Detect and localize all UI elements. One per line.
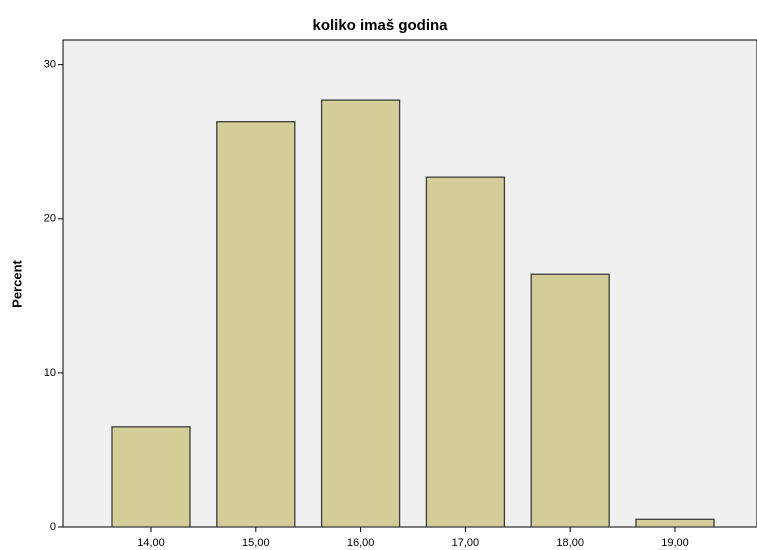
y-tick-label: 20 [44, 213, 56, 225]
bar [216, 121, 296, 528]
y-axis-label: Percent [9, 259, 24, 307]
x-tick-label: 16,00 [347, 537, 375, 549]
bar [425, 176, 506, 528]
y-tick-label: 30 [44, 59, 56, 71]
y-tick-label: 10 [44, 367, 56, 379]
bar [635, 518, 715, 528]
bar [111, 426, 191, 528]
x-tick-label: 17,00 [452, 537, 480, 549]
x-tick-label: 14,00 [137, 537, 165, 549]
bar [530, 273, 610, 528]
bar [320, 99, 401, 528]
x-tick-label: 15,00 [242, 537, 270, 549]
x-tick-label: 18,00 [556, 537, 584, 549]
x-tick-label: 19,00 [661, 537, 689, 549]
y-tick-label: 0 [50, 521, 56, 533]
chart-title: koliko imaš godina [312, 17, 448, 34]
